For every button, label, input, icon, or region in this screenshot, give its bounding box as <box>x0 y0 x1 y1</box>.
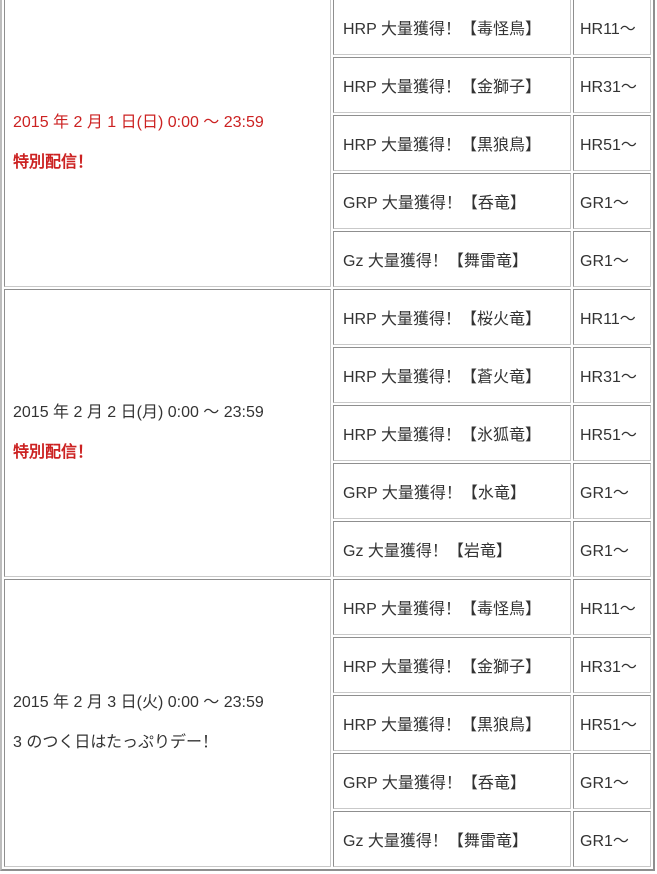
rank-cell: GR1～ <box>573 231 651 287</box>
event-note: 3 のつく日はたっぷりデー！ <box>13 734 219 751</box>
quest-cell: Gz 大量獲得！【舞雷竜】 <box>333 231 571 287</box>
table-row: HRP 大量獲得！【金獅子】 HR31～ <box>4 57 651 113</box>
rank-cell: GR1～ <box>573 811 651 867</box>
quest-cell: HRP 大量獲得！【黒狼鳥】 <box>333 695 571 751</box>
quest-cell: GRP 大量獲得！【水竜】 <box>333 463 571 519</box>
date-cell: 2015 年 2 月 1 日(日) 0:00 ～ 23:59 特別配信！ <box>4 0 331 287</box>
quest-cell: HRP 大量獲得！【蒼火竜】 <box>333 347 571 403</box>
table-row: Gz 大量獲得！【舞雷竜】 GR1～ <box>4 811 651 867</box>
event-date: 2015 年 2 月 3 日(火) 0:00 ～ 23:59 <box>13 694 264 711</box>
date-cell: 2015 年 2 月 2 日(月) 0:00 ～ 23:59 特別配信！ <box>4 289 331 577</box>
rank-cell: GR1～ <box>573 173 651 229</box>
quest-cell: HRP 大量獲得！【氷狐竜】 <box>333 405 571 461</box>
quest-cell: HRP 大量獲得！【毒怪鳥】 <box>333 579 571 635</box>
table-row: HRP 大量獲得！【氷狐竜】 HR51～ <box>4 405 651 461</box>
quest-cell: Gz 大量獲得！【岩竜】 <box>333 521 571 577</box>
date-cell: 2015 年 2 月 3 日(火) 0:00 ～ 23:59 3 のつく日はたっ… <box>4 579 331 867</box>
event-note: 特別配信！ <box>13 154 94 171</box>
table-row: 2015 年 2 月 2 日(月) 0:00 ～ 23:59 特別配信！ HRP… <box>4 289 651 577</box>
rank-cell: HR31～ <box>573 637 651 693</box>
table-row: GRP 大量獲得！【呑竜】 GR1～ <box>4 173 651 229</box>
event-note: 特別配信！ <box>13 444 94 461</box>
rank-cell: HR11～ <box>573 579 651 635</box>
table-row: HRP 大量獲得！【蒼火竜】 HR31～ <box>4 347 651 403</box>
event-group-feb3: 2015 年 2 月 3 日(火) 0:00 ～ 23:59 3 のつく日はたっ… <box>4 579 651 867</box>
rank-cell: HR11～ <box>573 0 651 55</box>
table-row: HRP 大量獲得！【黒狼鳥】 HR51～ <box>4 695 651 751</box>
rank-cell: HR51～ <box>573 695 651 751</box>
rank-cell: HR51～ <box>573 115 651 171</box>
rank-cell: HR51～ <box>573 405 651 461</box>
quest-cell: GRP 大量獲得！【呑竜】 <box>333 173 571 229</box>
quest-cell: HRP 大量獲得！【金獅子】 <box>333 637 571 693</box>
rank-cell: HR11～ <box>573 289 651 345</box>
quest-cell: HRP 大量獲得！【金獅子】 <box>333 57 571 113</box>
quest-cell: HRP 大量獲得！【桜火竜】 <box>333 289 571 345</box>
event-date: 2015 年 2 月 2 日(月) 0:00 ～ 23:59 <box>13 404 264 421</box>
event-group-feb2: 2015 年 2 月 2 日(月) 0:00 ～ 23:59 特別配信！ HRP… <box>4 289 651 577</box>
rank-cell: GR1～ <box>573 521 651 577</box>
table-row: GRP 大量獲得！【水竜】 GR1～ <box>4 463 651 519</box>
event-group-feb1: 2015 年 2 月 1 日(日) 0:00 ～ 23:59 特別配信！ HRP… <box>4 0 651 287</box>
table-row: 2015 年 2 月 1 日(日) 0:00 ～ 23:59 特別配信！ HRP… <box>4 0 651 287</box>
rank-cell: HR31～ <box>573 57 651 113</box>
rank-cell: GR1～ <box>573 463 651 519</box>
table-row: Gz 大量獲得！【岩竜】 GR1～ <box>4 521 651 577</box>
quest-cell: HRP 大量獲得！【毒怪鳥】 <box>333 0 571 55</box>
table-row: GRP 大量獲得！【呑竜】 GR1～ <box>4 753 651 809</box>
rank-cell: GR1～ <box>573 753 651 809</box>
event-date: 2015 年 2 月 1 日(日) 0:00 ～ 23:59 <box>13 114 264 131</box>
table-row: HRP 大量獲得！【金獅子】 HR31～ <box>4 637 651 693</box>
table-row: 2015 年 2 月 3 日(火) 0:00 ～ 23:59 3 のつく日はたっ… <box>4 579 651 867</box>
quest-cell: GRP 大量獲得！【呑竜】 <box>333 753 571 809</box>
quest-cell: Gz 大量獲得！【舞雷竜】 <box>333 811 571 867</box>
quest-cell: HRP 大量獲得！【黒狼鳥】 <box>333 115 571 171</box>
table-row: HRP 大量獲得！【黒狼鳥】 HR51～ <box>4 115 651 171</box>
table-row: Gz 大量獲得！【舞雷竜】 GR1～ <box>4 231 651 287</box>
rank-cell: HR31～ <box>573 347 651 403</box>
